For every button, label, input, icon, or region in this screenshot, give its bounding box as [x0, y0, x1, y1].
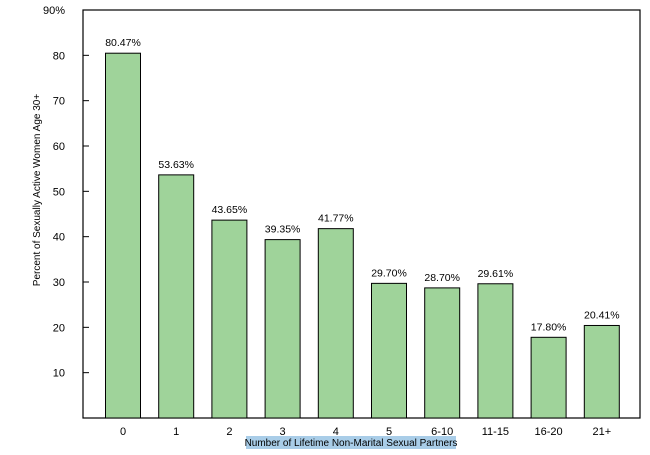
bar-21plus: [583, 324, 620, 419]
y-tick-label-20: 20: [53, 322, 65, 334]
bar-4: [317, 228, 354, 419]
data-label-2: 43.65%: [212, 204, 248, 216]
x-tick-label-11-15: 11-15: [482, 426, 509, 438]
ticks-group: 10 20 30 40 50 60 70 80 90% 0 1 2 3 4 5 6-10 11-15 16-20 2…: [43, 5, 611, 438]
bar-6-10: [424, 287, 461, 419]
x-tick-label-21plus: 21+: [592, 426, 611, 438]
x-tick-label-4: 4: [333, 426, 339, 438]
x-tick-label-1: 1: [173, 426, 179, 438]
data-label-5: 29.70%: [371, 267, 407, 279]
bar-2: [211, 219, 248, 419]
x-tick-label-6-10: 6-10: [431, 426, 453, 438]
plot-frame-group: [82, 9, 641, 419]
data-label-21plus: 20.41%: [584, 309, 620, 321]
data-label-0: 80.47%: [105, 37, 141, 49]
data-label-11-15: 29.61%: [478, 268, 514, 280]
bar-5: [371, 282, 407, 419]
y-axis-title: Percent of Sexually Active Women Age 30+: [32, 94, 43, 287]
x-tick-label-3: 3: [280, 426, 286, 438]
y-tick-label-50: 50: [53, 186, 65, 198]
y-tick-label-40: 40: [53, 232, 65, 244]
plot-area-border: [82, 9, 641, 419]
data-labels-group: 80.47% 53.63% 43.65% 39.35% 41.77% 29.70% 28.7…: [105, 37, 619, 333]
bar-11-15: [477, 283, 514, 419]
y-tick-label-80: 80: [53, 50, 65, 62]
x-axis-title-highlight: [246, 436, 456, 449]
y-tick-label-10: 10: [53, 368, 65, 380]
bars-group: [105, 52, 620, 419]
y-tick-label-90: 90%: [43, 5, 65, 17]
data-label-4: 41.77%: [318, 213, 354, 225]
x-tick-label-2: 2: [226, 426, 232, 438]
bar-1: [158, 174, 195, 419]
data-label-3: 39.35%: [265, 224, 301, 236]
x-axis-title: Number of Lifetime Non-Marital Sexual Pa…: [245, 438, 458, 449]
bar-16-20: [530, 336, 567, 419]
data-label-1: 53.63%: [158, 159, 194, 171]
data-label-16-20: 17.80%: [531, 321, 567, 333]
y-tick-label-30: 30: [53, 277, 65, 289]
bar-0: [105, 52, 141, 419]
data-label-6-10: 28.70%: [424, 272, 460, 284]
x-tick-label-5: 5: [386, 426, 392, 438]
x-tick-label-0: 0: [120, 426, 126, 438]
bar-3: [264, 239, 301, 419]
x-tick-label-16-20: 16-20: [535, 426, 563, 438]
y-tick-label-60: 60: [53, 141, 65, 153]
y-tick-label-70: 70: [53, 96, 65, 108]
